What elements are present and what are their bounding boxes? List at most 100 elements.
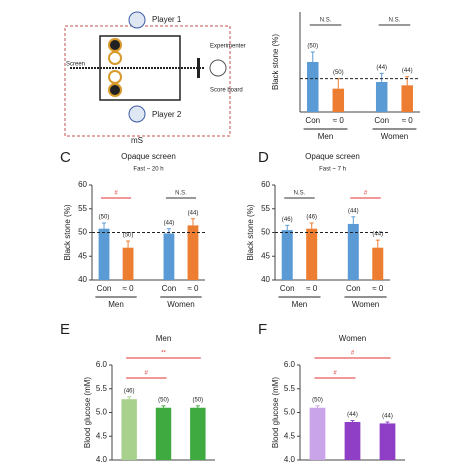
n-label: (44) <box>164 220 175 226</box>
comparison-label: # <box>364 191 368 197</box>
x-tick-label: Con <box>280 284 295 293</box>
group-label: Women <box>167 300 194 309</box>
bar <box>307 62 319 112</box>
stone <box>108 51 122 65</box>
label: Score board <box>210 88 243 94</box>
y-axis-label: Black stone (%) <box>271 34 280 90</box>
label: Screen <box>66 62 85 68</box>
bar <box>375 82 388 112</box>
y-tick-label: 5.0 <box>284 408 296 417</box>
x-tick-label: Con <box>374 116 389 125</box>
bar <box>121 399 137 460</box>
group-label: Women <box>352 300 379 309</box>
panel-label: C <box>60 149 71 166</box>
comparison-label: N.S. <box>389 18 401 24</box>
score-board <box>197 58 200 78</box>
comparison-label: N.S. <box>175 191 187 197</box>
y-tick-label: 55 <box>78 204 87 213</box>
y-tick-label: 50 <box>261 228 270 237</box>
bar <box>401 85 413 112</box>
comparison-label: ** <box>161 351 166 357</box>
stone <box>108 38 122 52</box>
setup-diagram: Player 1 Player 2 Screen Experimenter Sc… <box>64 11 246 145</box>
n-label: (50) <box>158 397 169 403</box>
y-tick-label: 50 <box>78 228 87 237</box>
y-tick-label: 60 <box>78 180 87 189</box>
group-label: Men <box>108 300 124 309</box>
chart-subtitle: Fast ~ 7 h <box>319 167 346 173</box>
x-tick-label: Con <box>162 284 177 293</box>
label: Player 2 <box>152 110 182 119</box>
x-tick-label: ≈ 0 <box>372 284 384 293</box>
label: Player 1 <box>152 15 182 24</box>
y-tick-label: 45 <box>261 251 270 260</box>
bar <box>190 407 206 460</box>
y-tick-label: 40 <box>261 275 270 284</box>
comparison-label: # <box>351 351 355 357</box>
x-tick-label: Con <box>346 284 361 293</box>
bar <box>122 247 134 280</box>
n-label: (50) <box>99 215 110 221</box>
panel-label: F <box>258 321 267 338</box>
n-label: (44) <box>188 210 199 216</box>
room-outline <box>64 25 231 137</box>
label: Experimenter <box>210 44 246 50</box>
stone <box>108 70 122 84</box>
n-label: (50) <box>192 397 203 403</box>
y-tick-label: 45 <box>78 251 87 260</box>
x-tick-label: ≈ 0 <box>333 116 345 125</box>
chart-title: Opaque screen <box>305 152 360 161</box>
n-label: (44) <box>376 65 387 71</box>
n-label: (44) <box>382 414 393 420</box>
y-tick-label: 60 <box>261 180 270 189</box>
x-tick-label: Con <box>97 284 112 293</box>
n-label: (50) <box>123 233 134 239</box>
x-tick-label: Con <box>305 116 320 125</box>
comparison-label: # <box>145 371 149 377</box>
panel-label: D <box>258 149 269 166</box>
n-label: (46) <box>124 388 135 394</box>
bar <box>155 407 172 460</box>
bar <box>98 228 110 280</box>
chart-title: Women <box>339 334 366 343</box>
y-axis-label: Blood glucose (mM) <box>83 377 92 448</box>
bar <box>344 422 361 460</box>
y-tick-label: 6.0 <box>284 360 296 369</box>
n-label: (44) <box>348 208 359 214</box>
n-label: (44) <box>402 68 413 74</box>
comparison-label: # <box>114 191 118 197</box>
y-tick-label: 4.0 <box>284 455 296 464</box>
y-tick-label: 6.0 <box>96 360 108 369</box>
player-icon <box>128 11 146 29</box>
x-tick-label: ≈ 0 <box>306 284 318 293</box>
panel-label: E <box>60 321 70 338</box>
y-axis-label: Black stone (%) <box>63 204 72 260</box>
n-label: (44) <box>372 232 383 238</box>
bar <box>306 228 318 280</box>
y-tick-label: 5.5 <box>96 384 108 393</box>
n-label: (46) <box>282 217 293 223</box>
n-label: (44) <box>347 412 358 418</box>
experimenter-icon <box>209 59 227 77</box>
bar <box>372 247 384 280</box>
comparison-label: N.S. <box>320 18 332 24</box>
y-tick-label: 40 <box>78 275 87 284</box>
x-tick-label: ≈ 0 <box>402 116 414 125</box>
n-label: (50) <box>312 397 323 403</box>
n-label: (50) <box>307 44 318 50</box>
n-label: (50) <box>333 70 344 76</box>
y-axis-label: Blood glucose (mM) <box>271 377 280 448</box>
bar <box>347 223 359 280</box>
y-tick-label: 4.0 <box>96 455 108 464</box>
comparison-label: # <box>333 371 337 377</box>
stone <box>108 83 122 97</box>
bar <box>163 233 175 280</box>
x-tick-label: ≈ 0 <box>187 284 199 293</box>
player-icon <box>128 105 146 123</box>
bar <box>187 225 199 280</box>
y-tick-label: 4.5 <box>96 431 108 440</box>
n-label: (46) <box>306 215 317 221</box>
bar <box>309 407 326 460</box>
comparison-label: N.S. <box>294 191 306 197</box>
